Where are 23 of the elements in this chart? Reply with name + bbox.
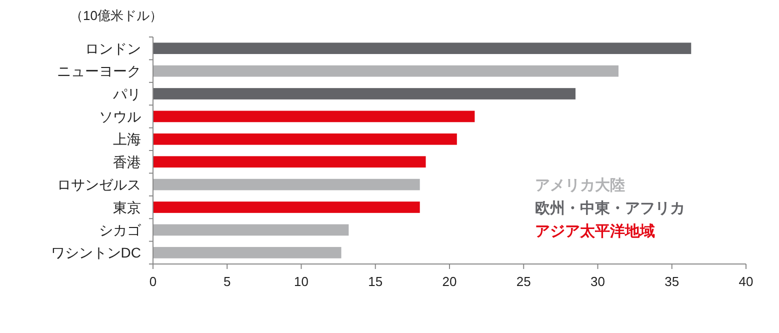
y-tick-label: パリ [112,86,141,102]
y-tick-label: 東京 [113,199,141,216]
text: 欧州・中東・アフリカ [535,200,685,217]
text: アメリカ大陸 [535,177,625,194]
x-tick-label: 5 [224,274,231,289]
x-tick-label: 10 [294,274,308,289]
y-tick-label: 上海 [113,131,141,148]
text: アジア太平洋地域 [535,223,655,240]
chart-title: （10億米ドル） [70,8,162,23]
y-tick-label: ロンドン [85,40,141,56]
x-tick-label: 35 [664,274,680,289]
y-tick-label: ニューヨーク [57,63,141,80]
x-tick-label: 0 [149,274,157,289]
x-tick-label: 25 [516,274,531,289]
y-tick-label: ソウル [99,108,141,124]
x-tick-label: 15 [368,274,383,289]
y-tick-label: ワシントンDC [50,244,141,261]
x-tick-label: 40 [738,274,754,289]
y-tick-label: 香港 [113,154,141,170]
x-tick-label: 20 [442,274,457,289]
x-tick-label: 30 [590,274,605,289]
y-tick-label: ロサンゼルス [57,176,141,193]
y-tick-label: シカゴ [99,222,142,238]
